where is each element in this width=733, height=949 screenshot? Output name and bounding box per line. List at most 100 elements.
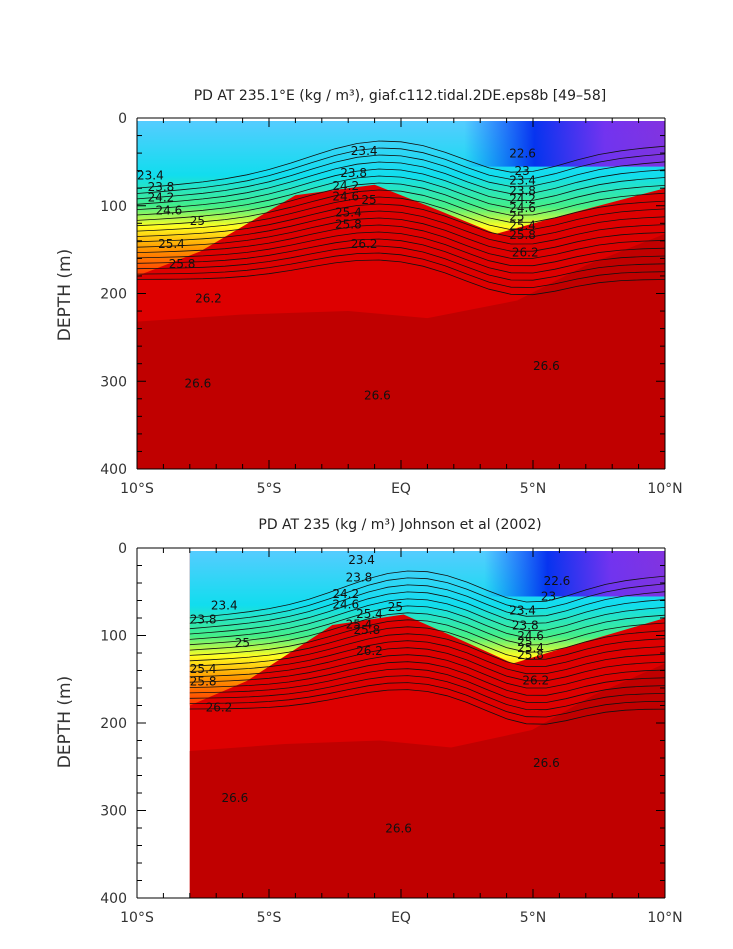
- y-axis-label: DEPTH (m): [55, 676, 75, 768]
- contour-label: 26.2: [351, 237, 378, 251]
- contour-label: 22.6: [544, 574, 571, 588]
- x-tick-label: 5°N: [520, 481, 546, 497]
- y-tick-label: 300: [100, 804, 127, 820]
- bottom-panel: PD AT 235 (kg / m³) Johnson et al (2002)…: [55, 517, 683, 926]
- contour-line: [189, 591, 666, 635]
- contour-label: 26.6: [185, 376, 212, 390]
- x-tick-label: EQ: [391, 481, 411, 497]
- x-tick-label: EQ: [391, 910, 411, 926]
- contour-line: [136, 238, 666, 274]
- contour-labels: 23.423.824.224.62525.425.826.226.623.423…: [137, 144, 560, 403]
- contour-line: [136, 252, 666, 288]
- contour-label: 25.4: [356, 607, 383, 621]
- contour-line: [189, 654, 666, 689]
- contour-label: 25.8: [509, 228, 536, 242]
- axes: 10°S 5°S EQ 5°N 10°N 0 100 200 300 400: [100, 111, 682, 497]
- x-tick-label: 10°N: [647, 481, 682, 497]
- contour-line: [136, 231, 666, 267]
- contour-label: 23.4: [351, 144, 378, 158]
- contour-label: 26.6: [533, 756, 560, 770]
- contour-label: 26.6: [364, 389, 391, 403]
- contour-label: 23: [541, 590, 556, 604]
- y-tick-label: 400: [100, 891, 127, 907]
- contour-lines: [189, 570, 666, 725]
- contour-label: 23.4: [211, 598, 238, 612]
- contour-label: 26.2: [356, 644, 383, 658]
- contour-label: 25: [235, 636, 250, 650]
- contour-label: 25.8: [169, 257, 196, 271]
- surface-light-water: [484, 551, 665, 597]
- y-tick-label: 300: [100, 374, 127, 390]
- contour-label: 25.8: [190, 674, 217, 688]
- contour-line: [189, 647, 666, 682]
- contour-line: [136, 196, 666, 232]
- contour-line: [136, 182, 666, 221]
- y-tick-label: 100: [100, 629, 127, 645]
- contour-label: 25: [190, 214, 205, 228]
- contour-line: [189, 584, 666, 630]
- surface-light-water: [464, 121, 665, 167]
- contour-label: 25.8: [335, 218, 362, 232]
- contour-line: [136, 175, 666, 216]
- y-tick-label: 0: [118, 111, 127, 127]
- x-tick-label: 10°S: [120, 910, 154, 926]
- y-tick-label: 200: [100, 716, 127, 732]
- contour-line: [136, 245, 666, 281]
- contour-label: 22.6: [509, 147, 536, 161]
- contour-label: 24.2: [509, 192, 536, 206]
- contour-label: 23.8: [340, 166, 367, 180]
- contour-label: 26.2: [522, 674, 549, 688]
- contour-label: 25.8: [517, 648, 544, 662]
- contour-label: 25: [509, 210, 524, 224]
- contour-label: 24.6: [156, 204, 183, 218]
- contour-line: [189, 640, 666, 675]
- contour-label: 23.8: [148, 180, 175, 194]
- y-tick-label: 0: [118, 541, 127, 557]
- contour-label: 25.4: [335, 205, 362, 219]
- contour-line: [136, 224, 666, 259]
- density-field: [137, 121, 665, 469]
- density-field: [189, 551, 666, 898]
- contour-line: [189, 661, 666, 696]
- contour-label: 25: [517, 635, 532, 649]
- axes: 10°S 5°S EQ 5°N 10°N 0 100 200 300 400: [100, 541, 682, 926]
- contour-label: 25: [388, 600, 403, 614]
- contour-label: 25.4: [190, 662, 217, 676]
- contour-line: [136, 154, 666, 200]
- contour-label: 26.2: [206, 701, 233, 715]
- contour-line: [189, 668, 666, 703]
- contour-label: 23: [515, 164, 530, 178]
- contour-line: [136, 147, 666, 194]
- contour-label: 26.2: [195, 291, 222, 305]
- contour-label: 24.6: [332, 190, 359, 204]
- contour-labels: 23.423.82525.425.826.226.623.423.824.224…: [190, 553, 571, 836]
- contour-label: 24.2: [332, 179, 359, 193]
- contour-label: 26.6: [222, 791, 249, 805]
- y-axis-label: DEPTH (m): [55, 249, 75, 341]
- contour-label: 25.8: [354, 623, 381, 637]
- contour-label: 24.6: [509, 201, 536, 215]
- contour-label: 23.4: [348, 553, 375, 567]
- contour-line: [189, 570, 666, 619]
- y-tick-label: 100: [100, 199, 127, 215]
- contour-line: [189, 577, 666, 624]
- contour-label: 24.2: [148, 190, 175, 204]
- contour-line: [189, 675, 666, 711]
- contour-line: [136, 140, 666, 189]
- panel-title: PD AT 235 (kg / m³) Johnson et al (2002): [258, 517, 541, 533]
- contour-label: 23.4: [509, 604, 536, 618]
- contour-line: [136, 203, 666, 238]
- dense-water-band: [189, 663, 666, 898]
- contour-label: 24.6: [332, 597, 359, 611]
- x-tick-label: 5°N: [520, 910, 546, 926]
- contour-line: [136, 189, 666, 227]
- contour-line: [136, 161, 666, 205]
- contour-line: [189, 626, 666, 662]
- top-panel: PD AT 235.1°E (kg / m³), giaf.c112.tidal…: [55, 88, 683, 497]
- contour-label: 23.4: [509, 174, 536, 188]
- contour-label: 23.8: [512, 618, 539, 632]
- x-tick-label: 5°S: [257, 910, 282, 926]
- y-tick-label: 200: [100, 287, 127, 303]
